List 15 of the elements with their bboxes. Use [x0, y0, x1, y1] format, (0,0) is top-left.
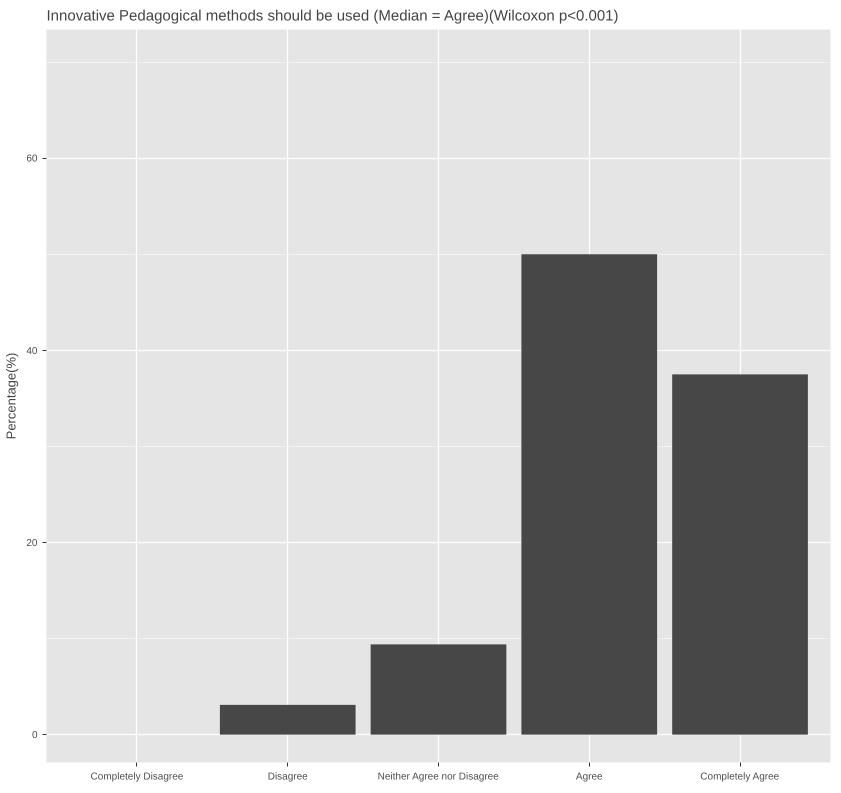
x-tick-label: Agree: [576, 772, 604, 782]
y-tick-label: 60: [26, 154, 38, 165]
x-tick-label: Completely Agree: [700, 772, 780, 782]
x-tick-label: Neither Agree nor Disagree: [378, 772, 500, 782]
y-tick-label: 20: [26, 538, 38, 550]
bar: [521, 254, 658, 735]
bar: [672, 374, 808, 735]
bar: [220, 704, 356, 735]
bar: [370, 644, 506, 735]
x-tick-label: Disagree: [268, 772, 308, 782]
y-axis-title: Percentage(%): [3, 352, 18, 440]
y-tick-label: 0: [32, 730, 38, 742]
chart-title: Innovative Pedagogical methods should be used (Median = Agree)(Wilcoxon p<0.001): [46, 8, 619, 24]
y-tick-label: 40: [26, 346, 38, 357]
x-tick-label: Completely Disagree: [90, 772, 184, 782]
